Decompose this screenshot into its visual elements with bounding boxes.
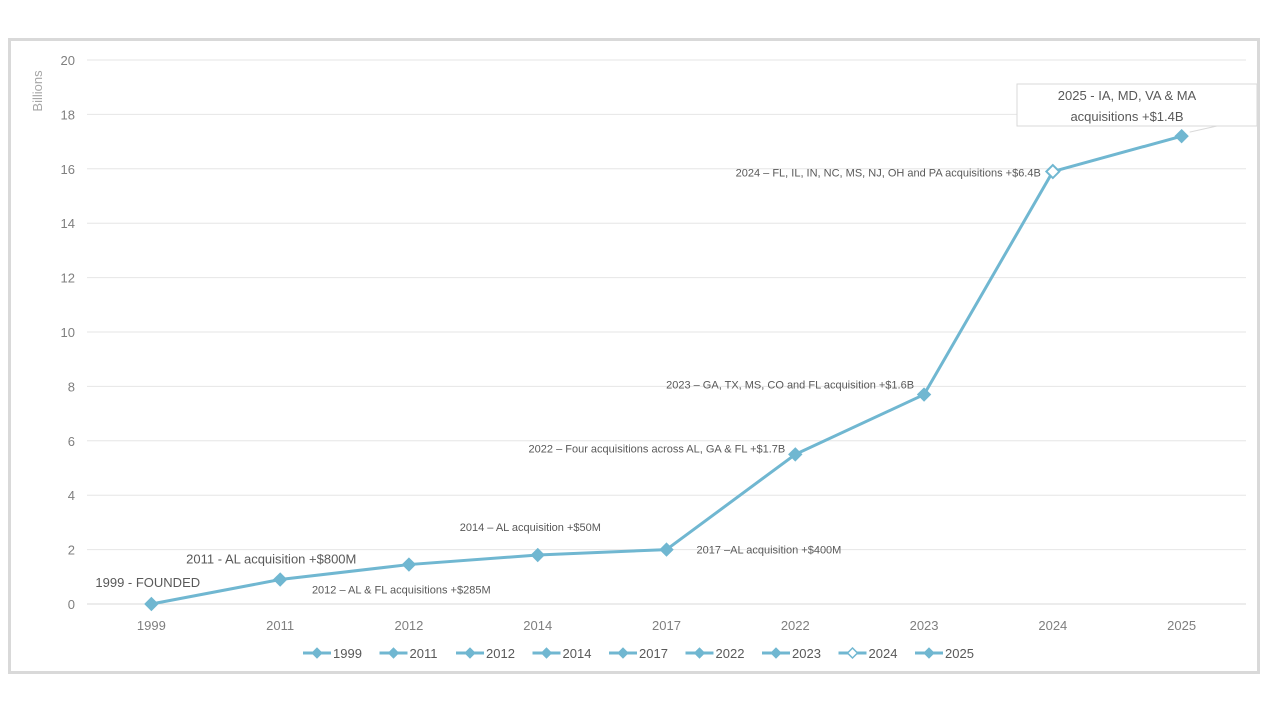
chart-frame: 0 2 4 6 8 10 12 14 16 18 20 1999 2011 2012 2014 2017 20… [8, 38, 1260, 674]
y-tick-label-18: 18 [61, 107, 75, 122]
legend-marker-2025 [923, 647, 935, 659]
legend-marker-2024 [846, 646, 859, 660]
legend-marker-2017 [617, 647, 629, 659]
legend-marker-2022 [693, 647, 706, 659]
y-axis-ticks: 0 2 4 6 8 10 12 14 16 18 20 [61, 53, 75, 612]
annotation-leader-2025 [1189, 125, 1218, 133]
annotation-2025-line-1: 2025 - IA, MD, VA & MA [1058, 88, 1197, 103]
x-axis-ticks: 1999 2011 2012 2014 2017 2022 2023 2024 2025 [137, 618, 1196, 633]
x-tick-label-2023: 2023 [910, 618, 939, 633]
annotation-2014: 2014 – AL acquisition +$50M [460, 522, 601, 534]
legend-label-2012: 2012 [486, 646, 515, 661]
legend-label-2023: 2023 [792, 646, 821, 661]
legend-label-2024: 2024 [869, 646, 898, 661]
y-axis-label: Billions [30, 70, 45, 112]
x-tick-label-2017: 2017 [652, 618, 681, 633]
annotation-2024: 2024 – FL, IL, IN, NC, MS, NJ, OH and PA… [736, 168, 1041, 180]
x-tick-label-2025: 2025 [1167, 618, 1196, 633]
legend-marker-2014 [540, 647, 553, 659]
legend-label-2014: 2014 [563, 646, 592, 661]
y-tick-label-2: 2 [68, 543, 75, 558]
legend-marker-2023 [770, 647, 782, 659]
data-point-2025 [1174, 128, 1189, 144]
annotations: 1999 - FOUNDED 2011 - AL acquisition +$80… [95, 83, 1257, 597]
legend-marker-2011 [387, 647, 400, 659]
legend: 1999 2011 2012 2014 2017 2022 2023 2024 2025 [303, 646, 974, 661]
x-tick-label-2024: 2024 [1038, 618, 1067, 633]
annotation-2022: 2022 – Four acquisitions across AL, GA &… [529, 443, 786, 455]
gridlines [87, 59, 1246, 605]
annotation-2012: 2012 – AL & FL acquisitions +$285M [312, 585, 491, 597]
annotation-1999: 1999 - FOUNDED [95, 575, 200, 590]
data-point-2012 [401, 557, 417, 572]
legend-marker-1999 [311, 647, 323, 659]
x-tick-label-2011: 2011 [266, 618, 294, 633]
y-tick-label-8: 8 [68, 379, 75, 394]
data-point-2023 [916, 387, 932, 402]
legend-label-2025: 2025 [945, 646, 974, 661]
x-tick-label-2014: 2014 [523, 618, 552, 633]
data-point-2017 [659, 542, 674, 557]
x-tick-label-2022: 2022 [781, 618, 810, 633]
y-tick-label-4: 4 [68, 488, 75, 503]
legend-label-2017: 2017 [639, 646, 668, 661]
y-tick-label-14: 14 [61, 216, 75, 231]
data-point-2011 [272, 572, 288, 587]
legend-label-2011: 2011 [410, 646, 438, 661]
data-point-2014 [530, 547, 545, 563]
annotation-2017: 2017 –AL acquisition +$400M [697, 545, 842, 557]
annotation-2025-line-2: acquisitions +$1.4B [1070, 109, 1183, 124]
legend-label-2022: 2022 [716, 646, 745, 661]
legend-marker-2012 [464, 647, 476, 659]
x-tick-label-2012: 2012 [394, 618, 423, 633]
annotation-2023: 2023 – GA, TX, MS, CO and FL acquisition… [666, 380, 914, 392]
annotation-box-2025 [1016, 83, 1257, 127]
x-tick-label-1999: 1999 [137, 618, 166, 633]
legend-label-1999: 1999 [333, 646, 362, 661]
data-point-1999 [144, 596, 159, 612]
y-tick-label-16: 16 [61, 162, 75, 177]
y-tick-label-20: 20 [61, 53, 75, 68]
y-tick-label-0: 0 [68, 597, 75, 612]
data-point-2022 [788, 447, 803, 462]
y-tick-label-12: 12 [61, 271, 75, 286]
annotation-2011: 2011 - AL acquisition +$800M [186, 552, 356, 567]
line-chart: 0 2 4 6 8 10 12 14 16 18 20 1999 2011 2012 2014 2017 20… [30, 53, 1257, 661]
y-tick-label-10: 10 [61, 325, 75, 340]
series-line [151, 134, 1183, 606]
data-point-2024 [1044, 163, 1061, 180]
y-tick-label-6: 6 [68, 434, 75, 449]
data-series [144, 128, 1189, 612]
